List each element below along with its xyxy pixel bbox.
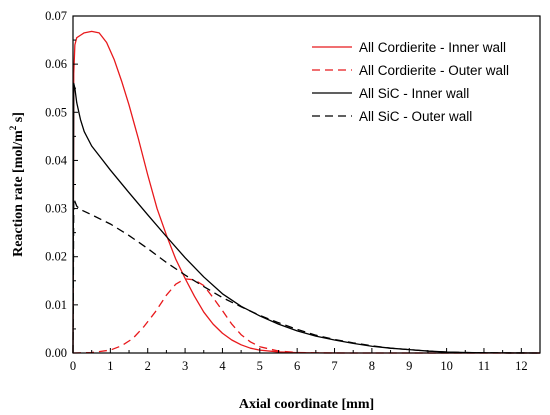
- x-tick-label: 8: [369, 359, 375, 373]
- y-tick-label: 0.00: [45, 346, 67, 360]
- legend: All Cordierite - Inner wall All Cordierit…: [312, 40, 509, 124]
- y-axis-title: Reaction rate [mol/m2 s]: [8, 112, 26, 257]
- x-axis-title: Axial coordinate [mm]: [239, 397, 374, 412]
- y-tick-label: 0.04: [45, 153, 68, 167]
- y-tick-label: 0.03: [45, 202, 67, 216]
- legend-label-1: All Cordierite - Inner wall: [359, 40, 506, 55]
- x-tick-label: 11: [478, 359, 490, 373]
- y-axis-title-main: Reaction rate [mol/m: [11, 130, 26, 257]
- legend-label-2: All Cordierite - Outer wall: [359, 63, 509, 78]
- legend-label-3: All SiC - Inner wall: [359, 86, 469, 101]
- y-tick-label: 0.07: [45, 9, 67, 23]
- axis-ticks: 0 1 2 3 4 5 6 7 8 9 10 11 120.000.010.020.030.040.05…: [45, 9, 541, 373]
- x-tick-label: 7: [331, 359, 337, 373]
- y-tick-label: 0.01: [45, 298, 67, 312]
- x-tick-label: 9: [406, 359, 412, 373]
- series-line-2: [72, 278, 540, 354]
- x-tick-label: 1: [107, 359, 113, 373]
- x-tick-label: 2: [145, 359, 151, 373]
- series-line-4: [72, 198, 541, 354]
- x-tick-label: 5: [257, 359, 263, 373]
- x-tick-label: 4: [219, 359, 226, 373]
- x-tick-label: 10: [440, 359, 453, 373]
- x-tick-label: 12: [515, 359, 528, 373]
- y-axis-title-superscript: 2: [8, 125, 18, 130]
- x-tick-label: 3: [182, 359, 188, 373]
- y-axis-title-tail: s]: [11, 112, 26, 126]
- x-tick-label: 6: [294, 359, 300, 373]
- y-tick-label: 0.06: [45, 57, 67, 71]
- y-tick-label: 0.02: [45, 250, 67, 264]
- x-tick-label: 0: [70, 359, 76, 373]
- series-layer: [72, 30, 541, 354]
- legend-label-4: All SiC - Outer wall: [359, 109, 472, 124]
- y-tick-label: 0.05: [45, 105, 67, 119]
- series-line-1: [72, 30, 540, 354]
